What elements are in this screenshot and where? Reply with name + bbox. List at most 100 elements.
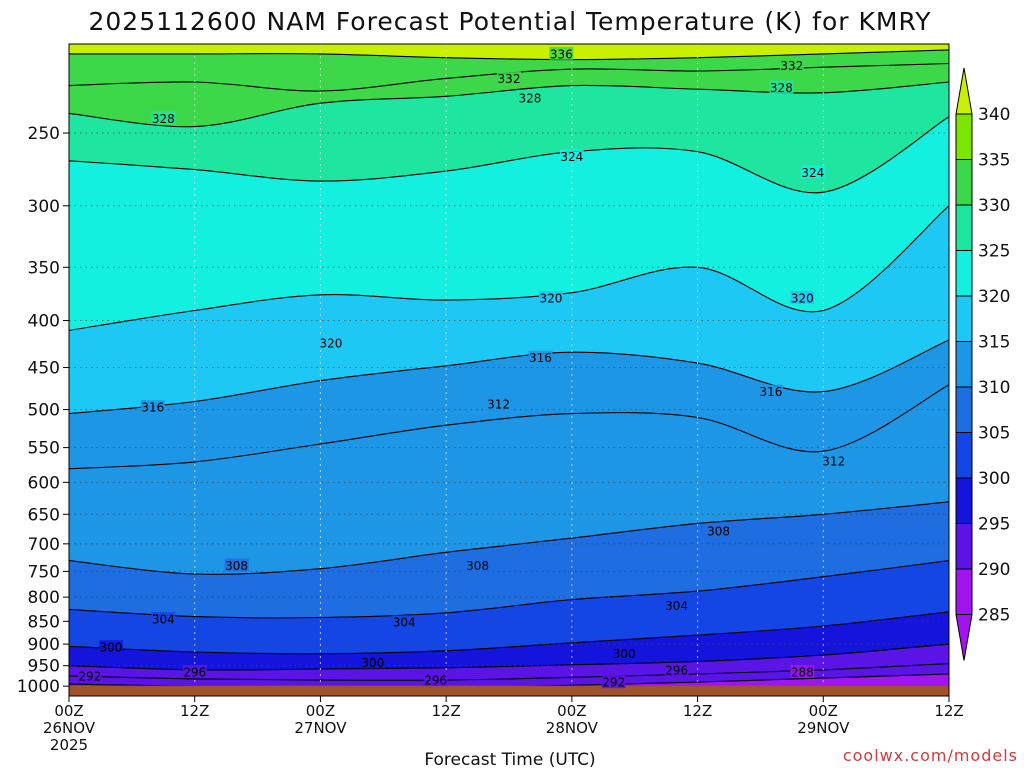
x-tick-label: 00Z	[809, 702, 838, 720]
contour-label-bg	[77, 669, 102, 683]
contour-label-bg	[140, 400, 165, 414]
contour-label-bg	[769, 80, 794, 94]
contour-312	[69, 384, 949, 470]
color-bands	[69, 44, 949, 696]
y-tick-label-550: 550	[28, 439, 60, 459]
contour-label-bg	[517, 91, 542, 105]
x-tick-label: 12Z	[934, 702, 963, 720]
contour-label-bg	[497, 71, 521, 85]
y-tick-label-350: 350	[28, 258, 60, 278]
colorbar-segment-285	[955, 568, 973, 615]
contour-label-bg	[779, 58, 804, 72]
contour-label-332: 332	[780, 59, 803, 73]
colorbar-label-315: 315	[978, 333, 1010, 353]
chart-title: 2025112600 NAM Forecast Potential Temper…	[88, 7, 931, 36]
y-tick-label-700: 700	[28, 535, 60, 555]
colorbar-label-320: 320	[978, 287, 1010, 307]
plot-area: 336 332 332 328 328 328 324 324 320 320 320 316 316 3…	[69, 44, 949, 696]
contour-label-bg	[360, 655, 385, 669]
y-tick-label-950: 950	[28, 657, 60, 677]
terrain-block	[69, 685, 949, 696]
colorbar-segment-325	[955, 204, 973, 251]
contour-label-296: 296	[424, 674, 447, 688]
colorbar-segment-295	[955, 477, 973, 524]
contour-label-312: 312	[487, 397, 510, 411]
x-tick-label: 27NOV	[294, 719, 347, 737]
x-tick-label: 12Z	[683, 702, 712, 720]
colorbar-label-300: 300	[978, 469, 1010, 489]
contour-308	[69, 501, 949, 575]
contour-label-308: 308	[466, 559, 489, 573]
y-tick-label-450: 450	[28, 359, 60, 379]
contour-label-308: 308	[225, 559, 248, 573]
y-tick-label-600: 600	[28, 473, 60, 493]
x-tick-label: 26NOV	[43, 719, 96, 737]
contour-label-328: 328	[770, 81, 793, 95]
y-tick-label-250: 250	[28, 124, 60, 144]
contour-label-300: 300	[361, 656, 384, 670]
contour-label-bg	[706, 524, 731, 538]
contour-316	[69, 339, 949, 415]
contour-300	[69, 611, 949, 655]
x-axis-label: Forecast Time (UTC)	[424, 750, 595, 768]
colorbar: 340 335 330 325 320 315 310 305 300 295 290 285	[955, 67, 1010, 661]
contour-label-bg	[486, 396, 511, 410]
plot-frame	[68, 43, 950, 697]
contour-label-300: 300	[613, 647, 636, 661]
contour-label-296: 296	[183, 665, 206, 679]
colorbar-label-330: 330	[978, 196, 1010, 216]
colorbar-label-305: 305	[978, 424, 1010, 444]
contour-296	[69, 643, 949, 671]
contour-label-bg	[224, 558, 249, 572]
y-tick-label-400: 400	[28, 312, 60, 332]
y-tick-label-1000: 1000	[17, 677, 60, 697]
x-tick-label: 00Z	[54, 702, 83, 720]
contour-label-bg	[423, 673, 448, 687]
colorbar-segment-320	[955, 250, 973, 297]
contour-336	[69, 49, 949, 61]
contour-label-bg	[612, 646, 637, 660]
contour-label-328: 328	[152, 112, 175, 126]
contour-label-324: 324	[801, 166, 824, 180]
contour-label-308: 308	[707, 525, 730, 539]
contour-label-bg	[98, 640, 123, 654]
x-tick-label: 12Z	[431, 702, 460, 720]
contour-label-bg	[664, 598, 689, 612]
x-tick-label: 12Z	[180, 702, 209, 720]
x-tick-label: 00Z	[557, 702, 586, 720]
y-tick-label-800: 800	[28, 588, 60, 608]
y-tick-label-850: 850	[28, 612, 60, 632]
y-tick-label-750: 750	[28, 562, 60, 582]
colorbar-label-340: 340	[978, 105, 1010, 125]
colorbar-segment-305	[955, 386, 973, 433]
contour-label-bg	[790, 664, 815, 678]
contour-label-320: 320	[539, 291, 562, 305]
contour-label-304: 304	[152, 612, 175, 626]
x-tick-label: 29NOV	[797, 719, 850, 737]
contour-label-324: 324	[560, 150, 583, 164]
colorbar-label-295: 295	[978, 515, 1010, 535]
contour-label-316: 316	[141, 401, 164, 415]
contour-label-296: 296	[665, 663, 688, 677]
contour-label-304: 304	[665, 599, 688, 613]
credit-text: coolwx.com/models	[843, 746, 1018, 765]
contour-label-bg	[664, 662, 689, 676]
contour-label-bg	[151, 111, 176, 125]
contour-label-332: 332	[498, 72, 521, 86]
x-tick-label: 2025	[50, 736, 88, 754]
contour-label-312: 312	[822, 455, 845, 469]
contour-label-316: 316	[759, 385, 782, 399]
contour-label-bg	[559, 149, 584, 163]
contour-labels: 336 332 332 328 328 328 324 324 320 320 320 316 316 3…	[77, 46, 846, 690]
contour-324	[69, 116, 949, 194]
contour-label-316: 316	[529, 351, 552, 365]
contour-label-292: 292	[602, 676, 625, 690]
y-tick-label-300: 300	[28, 197, 60, 217]
contour-label-bg	[151, 611, 176, 625]
contour-label-bg	[182, 664, 207, 678]
contour-label-bg	[821, 454, 846, 468]
colorbar-label-290: 290	[978, 560, 1010, 580]
contour-label-288: 288	[791, 665, 814, 679]
contour-label-bg	[528, 350, 553, 364]
